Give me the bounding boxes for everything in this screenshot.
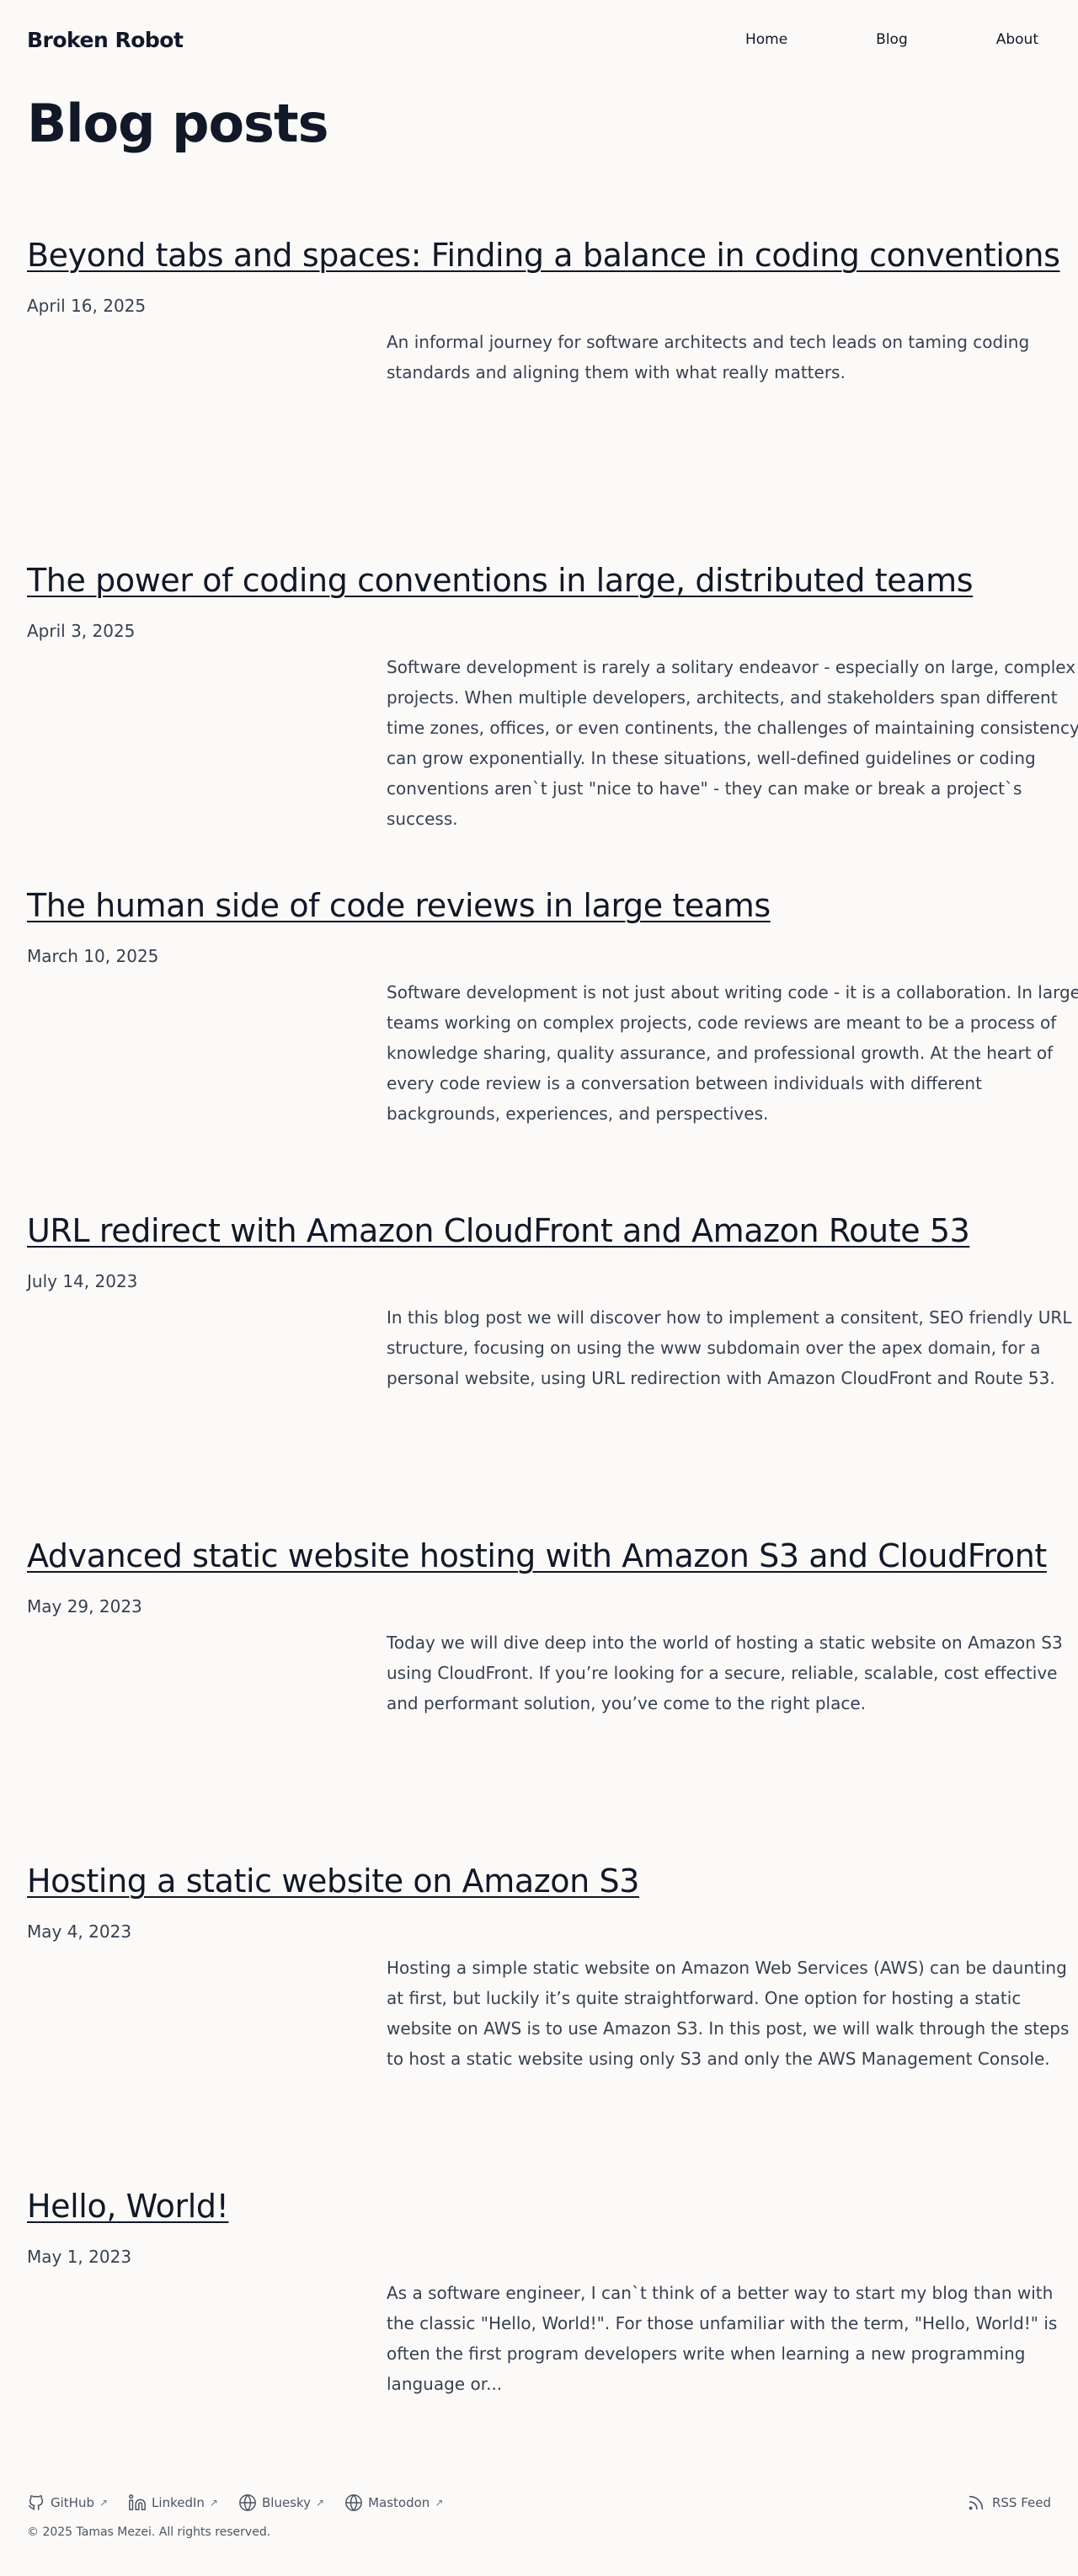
- post-title-link[interactable]: The power of coding conventions in large…: [27, 562, 974, 599]
- brand-logo-link[interactable]: Broken Robot: [27, 27, 184, 52]
- external-link-icon: ↗: [99, 2497, 109, 2509]
- post-date: July 14, 2023: [27, 1271, 138, 1291]
- post-title-link[interactable]: Hosting a static website on Amazon S3: [27, 1863, 639, 1900]
- post-card: Advanced static website hosting with Ama…: [27, 1535, 1063, 1860]
- post-card: Hosting a static website on Amazon S3 Ma…: [27, 1860, 1069, 2185]
- site-header: Broken Robot Home Blog About: [27, 0, 1051, 79]
- post-title-link[interactable]: URL redirect with Amazon CloudFront and …: [27, 1212, 970, 1249]
- mastodon-link[interactable]: Mastodon ↗: [344, 2493, 443, 2512]
- post-excerpt: As a software engineer, I can`t think of…: [387, 2283, 1058, 2394]
- external-link-icon: ↗: [209, 2497, 218, 2509]
- post-title-link[interactable]: Hello, World!: [27, 2188, 229, 2225]
- post-title-link[interactable]: Advanced static website hosting with Ama…: [27, 1537, 1047, 1574]
- github-label: GitHub: [51, 2495, 94, 2510]
- post-card: URL redirect with Amazon CloudFront and …: [27, 1210, 1071, 1535]
- rss-icon: [969, 2495, 984, 2510]
- globe-icon: [239, 2494, 256, 2511]
- post-excerpt: Hosting a simple static website on Amazo…: [387, 1958, 1070, 2069]
- nav-home[interactable]: Home: [744, 31, 788, 48]
- bluesky-label: Bluesky: [261, 2495, 312, 2510]
- rss-label: RSS Feed: [991, 2495, 1051, 2510]
- bluesky-link[interactable]: Bluesky ↗: [238, 2493, 324, 2512]
- post-title-link[interactable]: Beyond tabs and spaces: Finding a balanc…: [27, 237, 1060, 274]
- page-title: Blog posts: [27, 93, 328, 154]
- linkedin-icon: [129, 2494, 146, 2510]
- post-excerpt: Today we will dive deep into the world o…: [387, 1633, 1063, 1713]
- top-nav: Home Blog About: [745, 0, 1051, 79]
- social-links: GitHub ↗ LinkedIn ↗ Bluesky ↗ Mastodon ↗: [27, 2493, 1051, 2512]
- globe-icon: [345, 2494, 362, 2511]
- copyright: © 2025 Tamas Mezei. All rights reserved.: [27, 2525, 271, 2539]
- external-link-icon: ↗: [435, 2497, 444, 2509]
- linkedin-label: LinkedIn: [152, 2495, 205, 2510]
- mastodon-label: Mastodon: [368, 2495, 430, 2510]
- post-card: The human side of code reviews in large …: [27, 884, 1078, 1210]
- post-date: May 4, 2023: [27, 1921, 132, 1942]
- post-date: May 29, 2023: [27, 1596, 142, 1617]
- post-excerpt: Software development is not just about w…: [387, 982, 1078, 1124]
- post-excerpt: An informal journey for software archite…: [387, 332, 1030, 382]
- post-date: May 1, 2023: [27, 2247, 132, 2267]
- linkedin-link[interactable]: LinkedIn ↗: [128, 2493, 218, 2512]
- github-link[interactable]: GitHub ↗: [27, 2493, 108, 2512]
- post-card: Beyond tabs and spaces: Finding a balanc…: [27, 234, 1060, 559]
- github-icon: [29, 2495, 44, 2510]
- nav-blog[interactable]: Blog: [876, 31, 908, 48]
- post-date: March 10, 2025: [27, 946, 159, 966]
- post-card: Hello, World! May 1, 2023 As a software …: [27, 2185, 1057, 2510]
- external-link-icon: ↗: [316, 2497, 325, 2509]
- post-card: The power of coding conventions in large…: [27, 559, 1078, 884]
- post-title-link[interactable]: The human side of code reviews in large …: [27, 887, 771, 924]
- post-excerpt: Software development is rarely a solitar…: [387, 657, 1078, 829]
- post-excerpt: In this blog post we will discover how t…: [387, 1307, 1072, 1388]
- rss-feed-link[interactable]: RSS Feed: [967, 2493, 1051, 2512]
- site-footer: GitHub ↗ LinkedIn ↗ Bluesky ↗ Mastodon ↗…: [27, 2493, 1051, 2561]
- post-date: April 3, 2025: [27, 621, 136, 641]
- post-date: April 16, 2025: [27, 296, 147, 316]
- nav-about[interactable]: About: [995, 31, 1038, 48]
